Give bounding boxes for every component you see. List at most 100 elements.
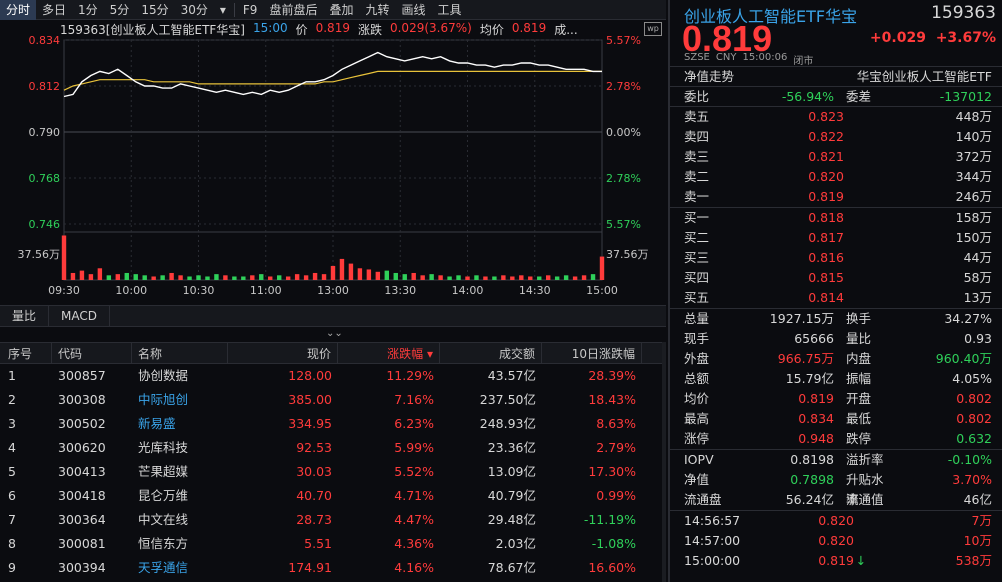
table-row[interactable]: 4 300620 光库科技 92.53 5.99% 23.36亿 2.79% xyxy=(0,436,666,460)
row-code: 300081 xyxy=(58,536,106,551)
row-no: 6 xyxy=(8,488,16,503)
asks-row[interactable]: 卖三 0.821 372万 xyxy=(670,147,1002,167)
toolbar-item-3[interactable]: 5分 xyxy=(109,2,130,17)
col-header-pct10[interactable]: 10日涨跌幅 xyxy=(542,343,642,363)
table-row[interactable]: 9 300394 天孚通信 174.91 4.16% 78.67亿 16.60% xyxy=(0,556,666,580)
row-no: 2 xyxy=(8,392,16,407)
table-row[interactable]: 3 300502 新易盛 334.95 6.23% 248.93亿 8.63% xyxy=(0,412,666,436)
stat-value: 65666 xyxy=(794,331,834,346)
toolbar-item-12[interactable]: 工具 xyxy=(437,2,462,17)
col-header-pct[interactable]: 涨跌幅 ▾ xyxy=(338,343,440,363)
toolbar-item-6[interactable]: ▾ xyxy=(219,2,226,17)
volume-bar xyxy=(438,275,443,280)
volume-bar xyxy=(124,272,129,280)
row-name[interactable]: 芒果超媒 xyxy=(138,464,189,479)
wp-icon[interactable]: wp xyxy=(644,22,662,36)
weicha-label: 委差 xyxy=(846,89,872,104)
asks-row[interactable]: 卖五 0.823 448万 xyxy=(670,107,1002,127)
stats2-row: 净值 0.7898 升贴水率 3.70% xyxy=(670,470,1002,507)
toolbar-item-7[interactable]: F9 xyxy=(242,2,258,17)
stat-label: 现手 xyxy=(684,331,710,346)
asks-row[interactable]: 卖二 0.820 344万 xyxy=(670,167,1002,187)
volume-bar xyxy=(581,275,587,280)
toolbar-item-9[interactable]: 叠加 xyxy=(329,2,354,17)
bids-label: 买四 xyxy=(684,270,710,285)
stats2-row: 流通盘 56.24亿 流通值 46亿 xyxy=(670,490,1002,510)
col-header-amount[interactable]: 成交额 xyxy=(440,343,542,363)
row-name[interactable]: 中际旭创 xyxy=(138,392,189,407)
toolbar-item-10[interactable]: 九转 xyxy=(365,2,390,17)
tab-volume-ratio[interactable]: 量比 xyxy=(0,306,50,326)
volume-bar xyxy=(330,265,336,280)
table-body: 1 300857 协创数据 128.00 11.29% 43.57亿 28.39% 2 3003… xyxy=(0,364,666,580)
stats-row: 外盘 966.75万 内盘 960.40万 xyxy=(670,349,1002,369)
row-pct10: 2.79% xyxy=(596,440,636,455)
stat-label: 涨停 xyxy=(684,431,710,446)
toolbar-item-2[interactable]: 1分 xyxy=(78,2,98,17)
toolbar-item-8[interactable]: 盘前盘后 xyxy=(269,2,318,17)
col-header-price[interactable]: 现价 xyxy=(228,343,338,363)
toolbar-item-4[interactable]: 15分 xyxy=(141,2,169,17)
bids-volume: 158万 xyxy=(955,210,992,225)
arrow-down-icon xyxy=(854,531,868,551)
asks-volume: 344万 xyxy=(955,169,992,184)
bids-row[interactable]: 买二 0.817 150万 xyxy=(670,228,1002,248)
toolbar-item-1[interactable]: 多日 xyxy=(42,2,67,17)
row-code: 300857 xyxy=(58,368,106,383)
security-name: 创业板人工智能ETF华宝 xyxy=(684,7,858,26)
row-code: 300418 xyxy=(58,488,106,503)
row-name[interactable]: 新易盛 xyxy=(138,416,176,431)
row-amount: 248.93亿 xyxy=(479,416,536,431)
table-scrollbar[interactable] xyxy=(662,342,666,582)
arrow-down-icon: ↓ xyxy=(855,553,867,568)
intraday-chart[interactable]: 0.834 5.57% 0.812 2.78% 0.790 0.00% 0.768 2.78%… xyxy=(0,0,666,305)
bids-label: 买三 xyxy=(684,250,710,265)
row-name[interactable]: 协创数据 xyxy=(138,368,189,383)
toolbar-item-11[interactable]: 画线 xyxy=(401,2,426,17)
change-value: +0.029 xyxy=(869,30,926,46)
double-chevron-down-icon[interactable]: ⌄⌄ xyxy=(326,328,343,339)
col-header-code[interactable]: 代码 xyxy=(52,343,132,363)
row-name[interactable]: 天孚通信 xyxy=(138,560,189,575)
asks-volume: 372万 xyxy=(955,149,992,164)
volume-bar xyxy=(312,272,318,280)
table-row[interactable]: 5 300413 芒果超媒 30.03 5.52% 13.09亿 17.30% xyxy=(0,460,666,484)
nav-row[interactable]: 净值走势 华宝创业板人工智能ETF xyxy=(670,66,1002,86)
stat-value: 3.70% xyxy=(952,472,992,487)
volume-bar xyxy=(133,274,138,280)
row-pct: 5.52% xyxy=(394,464,434,479)
bids-row[interactable]: 买一 0.818 158万 xyxy=(670,208,1002,228)
stat-label: 总额 xyxy=(684,371,710,386)
table-row[interactable]: 7 300364 中文在线 28.73 4.47% 29.48亿 -11.19% xyxy=(0,508,666,532)
col-header-no[interactable]: 序号 xyxy=(0,343,52,363)
volume-bar xyxy=(563,275,569,280)
table-row[interactable]: 6 300418 昆仑万维 40.70 4.71% 40.79亿 0.99% xyxy=(0,484,666,508)
stat-label: 流通值 xyxy=(846,492,884,507)
row-name[interactable]: 昆仑万维 xyxy=(138,488,189,503)
row-name[interactable]: 中文在线 xyxy=(138,512,189,527)
row-amount: 13.09亿 xyxy=(487,464,536,479)
table-row[interactable]: 2 300308 中际旭创 385.00 7.16% 237.50亿 18.43% xyxy=(0,388,666,412)
stat-value: 15.79亿 xyxy=(785,371,834,386)
bids-row[interactable]: 买三 0.816 44万 xyxy=(670,248,1002,268)
tab-macd[interactable]: MACD xyxy=(49,306,110,326)
row-name[interactable]: 光库科技 xyxy=(138,440,189,455)
bids-row[interactable]: 买五 0.814 13万 xyxy=(670,288,1002,308)
toolbar-item-5[interactable]: 30分 xyxy=(180,2,208,17)
volume-bar xyxy=(232,276,237,280)
chart-time: 15:00 xyxy=(253,21,288,35)
table-row[interactable]: 8 300081 恒信东方 5.51 4.36% 2.03亿 -1.08% xyxy=(0,532,666,556)
stat-label: 均价 xyxy=(684,391,710,406)
volume-bar xyxy=(196,275,201,280)
bids-price: 0.815 xyxy=(808,270,844,285)
stat-value: 0.632 xyxy=(956,431,992,446)
asks-row[interactable]: 卖一 0.819 246万 xyxy=(670,187,1002,207)
asks-price: 0.823 xyxy=(808,109,844,124)
asks-row[interactable]: 卖四 0.822 140万 xyxy=(670,127,1002,147)
row-name[interactable]: 恒信东方 xyxy=(138,536,189,551)
toolbar-item-0[interactable]: 分时 xyxy=(0,0,37,20)
col-header-name[interactable]: 名称 xyxy=(132,343,228,363)
price-change: +0.029 +3.67% xyxy=(870,30,996,46)
bids-row[interactable]: 买四 0.815 58万 xyxy=(670,268,1002,288)
table-row[interactable]: 1 300857 协创数据 128.00 11.29% 43.57亿 28.39% xyxy=(0,364,666,388)
